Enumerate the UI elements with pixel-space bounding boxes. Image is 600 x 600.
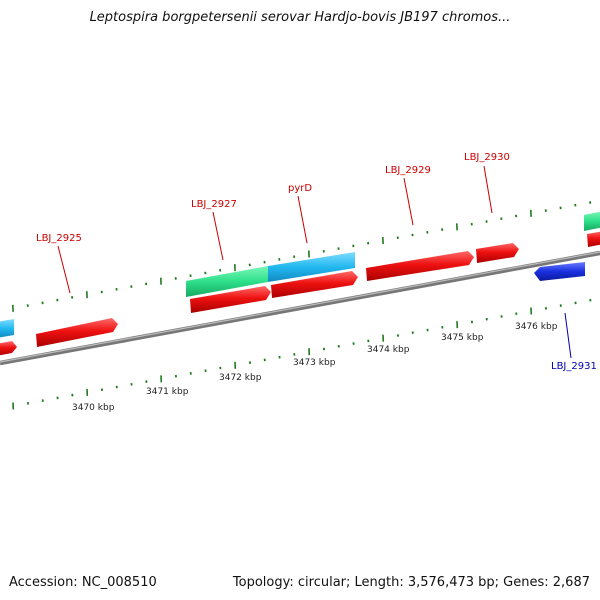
forward-cds-features bbox=[0, 231, 600, 356]
scale-labels: 3470 kbp 3471 kbp 3472 kbp 3473 kbp 3474… bbox=[72, 322, 558, 413]
gene-label-lbj-2930: LBJ_2930 bbox=[464, 152, 510, 163]
rna-features bbox=[0, 211, 600, 338]
accession-text: Accession: NC_008510 bbox=[9, 575, 157, 590]
rna-feature-left-edge bbox=[0, 319, 14, 338]
reverse-cds-features bbox=[534, 262, 585, 281]
cds-lbj-2930 bbox=[476, 243, 519, 263]
rna-feature-cyan bbox=[268, 252, 355, 282]
cds-lbj-2931 bbox=[534, 262, 585, 281]
gene-label-lbj-2929: LBJ_2929 bbox=[385, 165, 431, 176]
gene-labels: LBJ_2925 LBJ_2927 pyrD LBJ_2929 LBJ_2930… bbox=[36, 152, 597, 372]
scale-label-3475: 3475 kbp bbox=[441, 333, 484, 343]
scale-label-3471: 3471 kbp bbox=[146, 387, 189, 397]
forward-tick-row bbox=[12, 201, 592, 312]
scale-label-3472: 3472 kbp bbox=[219, 373, 262, 383]
scale-label-3473: 3473 kbp bbox=[293, 358, 336, 368]
topology-summary-text: Topology: circular; Length: 3,576,473 bp… bbox=[232, 575, 590, 590]
cds-lbj-2925 bbox=[36, 318, 118, 347]
cds-lbj-2929 bbox=[366, 251, 474, 281]
cds-left-edge bbox=[0, 341, 17, 356]
callout-pyrD bbox=[297, 195, 308, 244]
cds-right-edge bbox=[587, 231, 600, 247]
gene-label-lbj-2931: LBJ_2931 bbox=[551, 361, 597, 372]
callout-lbj-2930 bbox=[483, 165, 493, 214]
scale-label-3474: 3474 kbp bbox=[367, 345, 410, 355]
scale-label-3470: 3470 kbp bbox=[72, 403, 115, 413]
gene-label-lbj-2927: LBJ_2927 bbox=[191, 199, 237, 210]
callout-lines bbox=[57, 165, 572, 359]
chromosome-backbone bbox=[0, 250, 600, 366]
gene-label-pyrD: pyrD bbox=[288, 183, 312, 194]
scale-label-3476: 3476 kbp bbox=[515, 322, 558, 332]
map-title: Leptospira borgpetersenii serovar Hardjo… bbox=[89, 10, 511, 25]
callout-lbj-2931 bbox=[564, 312, 572, 359]
rna-feature-green bbox=[186, 266, 268, 297]
cds-lbj-2927 bbox=[190, 286, 271, 313]
gene-label-lbj-2925: LBJ_2925 bbox=[36, 233, 82, 244]
callout-lbj-2927 bbox=[212, 211, 224, 261]
callout-lbj-2925 bbox=[57, 245, 71, 294]
cds-pyrD bbox=[271, 271, 358, 298]
rna-feature-right-edge bbox=[584, 211, 600, 231]
callout-lbj-2929 bbox=[403, 177, 414, 226]
reverse-tick-row bbox=[12, 298, 592, 410]
